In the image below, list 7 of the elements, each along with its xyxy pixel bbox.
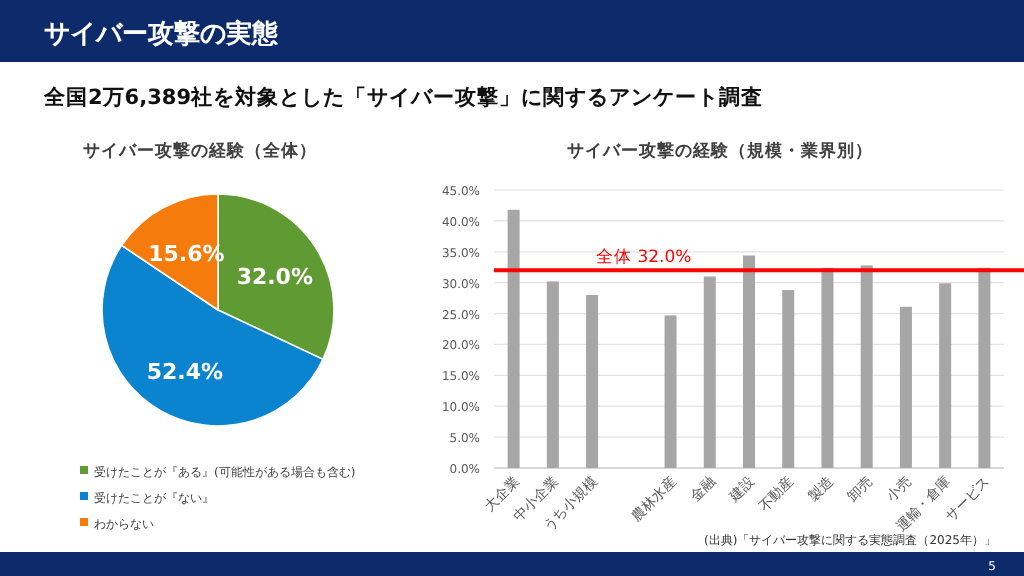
chart-title: サイバー攻撃の経験（全体） xyxy=(83,140,317,162)
ref-line-label: 全体 32.0% xyxy=(596,246,692,269)
text: 全国2万6,389社を対象とした「サイバー攻撃」に関するアンケート調査 xyxy=(42,84,764,110)
chart-title: サイバー攻撃の経験（規模・業界別） xyxy=(567,140,873,162)
data-label: 32.0% xyxy=(236,263,313,290)
text: サイバー攻撃の実態 xyxy=(44,18,280,50)
data-label: 52.4% xyxy=(146,358,224,385)
